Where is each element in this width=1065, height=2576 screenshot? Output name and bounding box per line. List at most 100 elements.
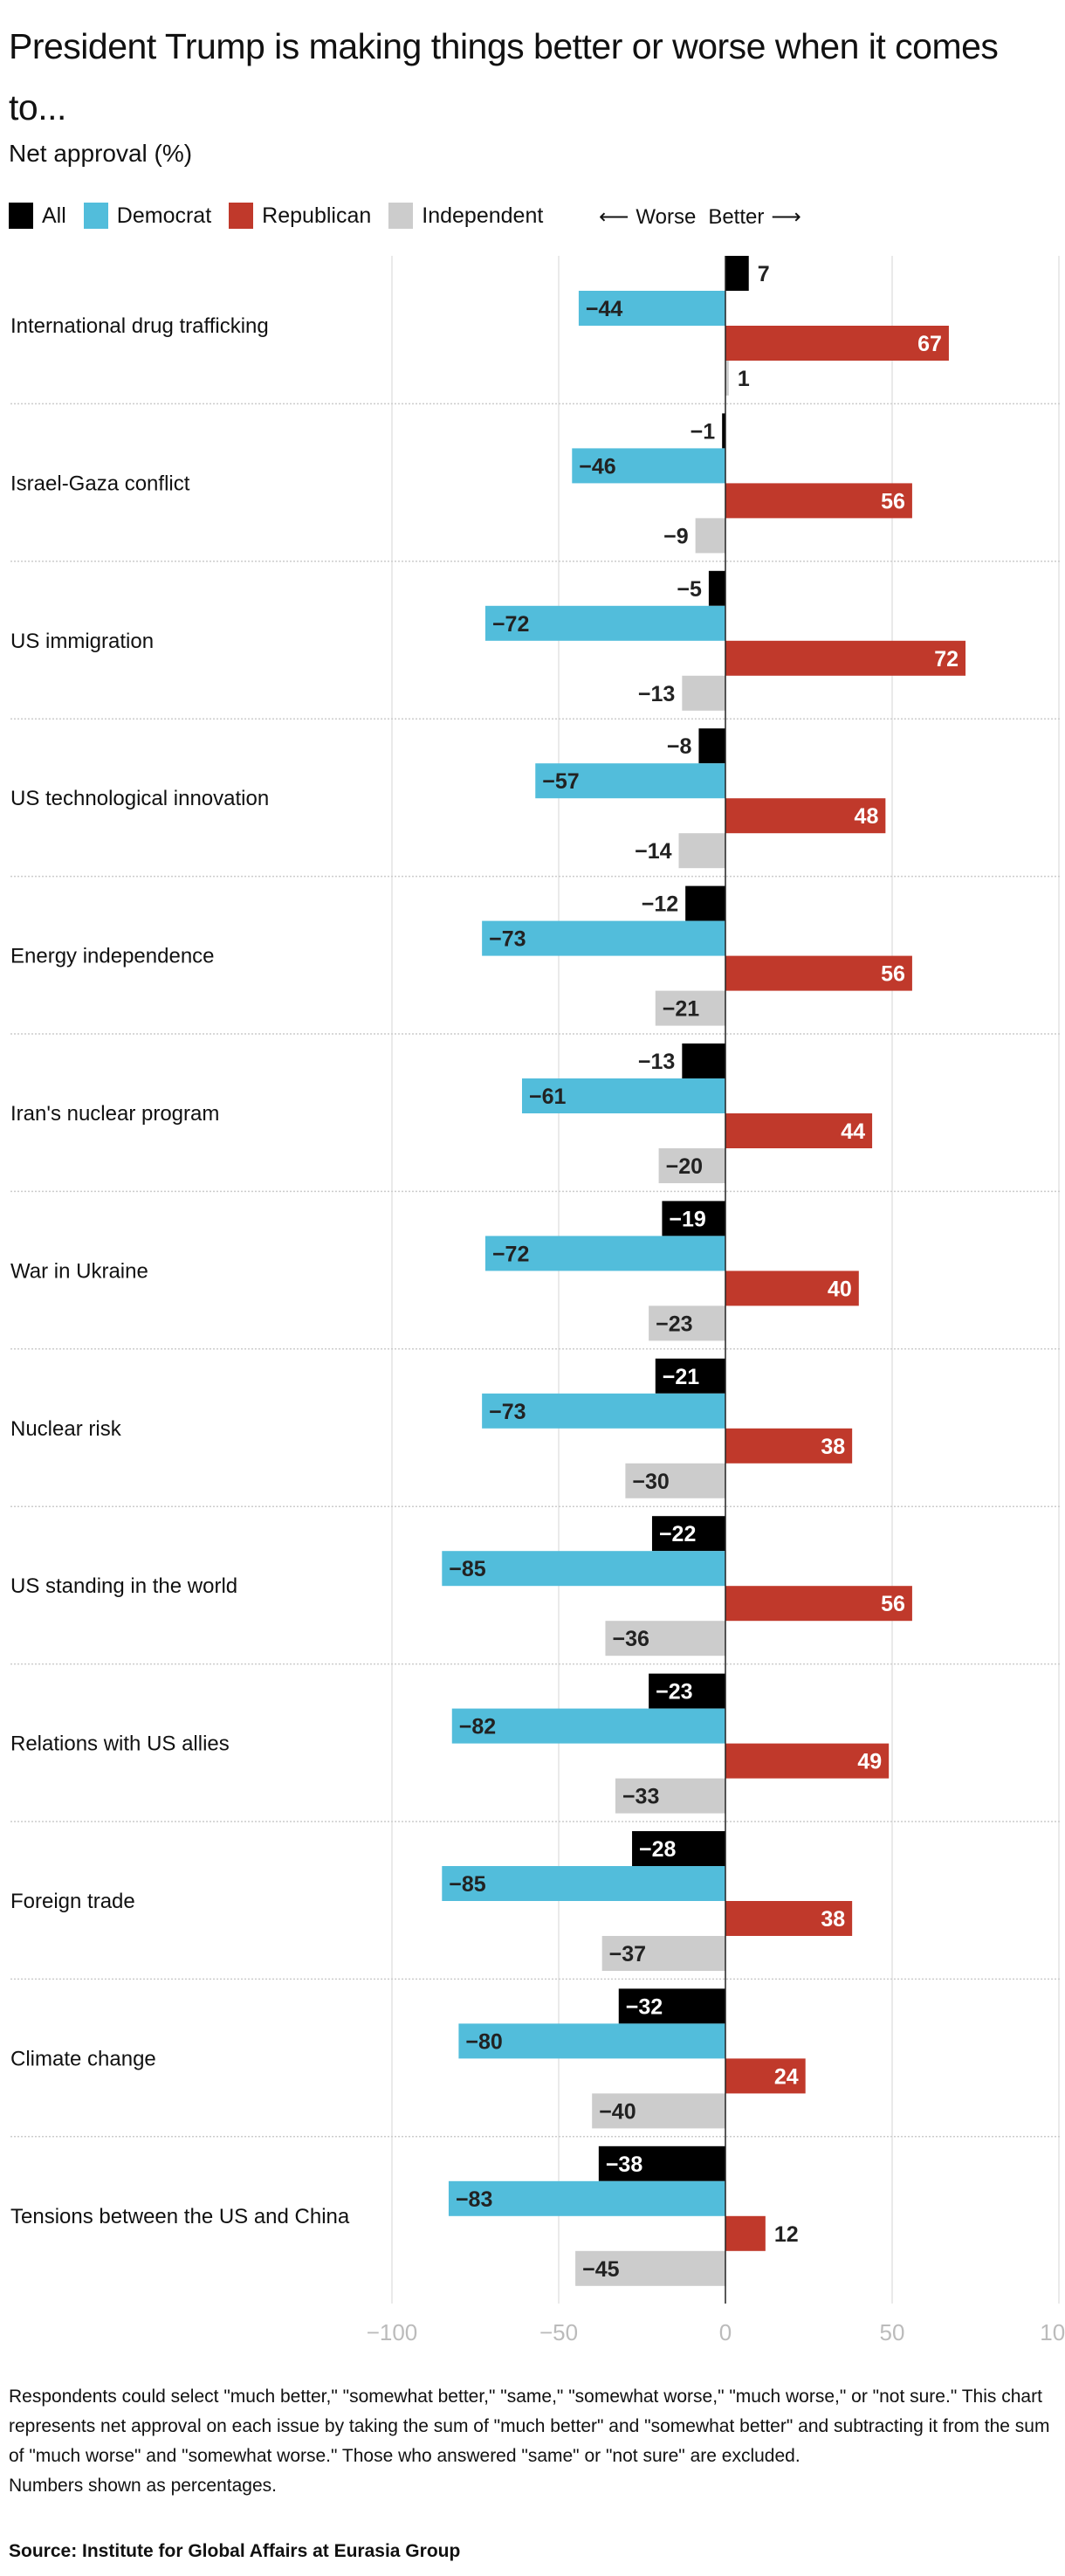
data-label: 44 [841, 1119, 865, 1144]
bar-democrat [442, 1551, 725, 1587]
bar-democrat [482, 1393, 725, 1429]
category-label: Climate change [10, 2047, 156, 2070]
data-label: −37 [609, 1942, 646, 1966]
bar-all [655, 1358, 725, 1394]
bar-all [649, 1673, 725, 1709]
category-label: Foreign trade [10, 1890, 135, 1913]
legend-label-all: All [42, 203, 66, 228]
legend-item-all: All [9, 203, 66, 229]
category-label: US immigration [10, 630, 154, 653]
data-label: −19 [669, 1207, 705, 1231]
data-label: −82 [459, 1715, 496, 1739]
arrow-left-icon: ⟵ [599, 205, 629, 229]
bar-democrat [535, 763, 725, 799]
legend-label-republican: Republican [262, 203, 372, 228]
data-label: −38 [606, 2152, 643, 2177]
bar-democrat [451, 1708, 725, 1744]
footnote-units: Numbers shown as percentages. [9, 2476, 277, 2496]
category-label: Energy independence [10, 945, 215, 968]
bar-republican [725, 1113, 873, 1148]
data-label: −23 [656, 1680, 692, 1705]
data-label: 56 [881, 489, 905, 513]
bar-republican [725, 2215, 766, 2251]
bar-all [598, 2146, 725, 2181]
bar-all [618, 1988, 725, 2024]
worse-label: Worse [636, 204, 697, 229]
data-label: −23 [656, 1312, 692, 1336]
data-label: 49 [857, 1750, 882, 1774]
data-label: 7 [758, 262, 770, 286]
legend-swatch-independent [388, 203, 414, 229]
bar-democrat [482, 920, 725, 956]
bar-republican [725, 2058, 806, 2094]
bar-republican [725, 955, 912, 991]
data-label: −57 [542, 769, 579, 794]
data-label: −9 [663, 524, 689, 548]
data-label: −21 [663, 1365, 700, 1389]
bar-independent [592, 2093, 725, 2129]
bar-independent [682, 675, 725, 711]
legend-item-independent: Independent [388, 203, 543, 229]
bar-republican [725, 1271, 859, 1306]
data-label: −33 [622, 1785, 659, 1809]
bar-all [685, 885, 725, 921]
better-label: Better [708, 204, 765, 229]
bar-independent [678, 833, 725, 869]
direction-indicator: ⟵ Worse Better ⟶ [599, 204, 801, 230]
bar-democrat [521, 1078, 725, 1113]
bar-all [682, 1043, 725, 1078]
bar-independent [725, 361, 729, 396]
legend-item-democrat: Democrat [83, 203, 211, 229]
bar-republican [725, 1428, 853, 1464]
bar-chart: −100 −50 0 50 100 International drug traffick… [10, 256, 1065, 2345]
category-label: Nuclear risk [10, 1417, 122, 1441]
bar-independent [575, 2250, 725, 2286]
bar-republican [725, 483, 912, 519]
data-label: −46 [579, 454, 615, 479]
bar-independent [601, 1936, 725, 1971]
data-label: −20 [666, 1154, 703, 1179]
data-label: −1 [691, 419, 716, 444]
footnote: Respondents could select "much better," … [9, 2382, 1056, 2501]
bar-democrat [572, 448, 725, 484]
data-label: −30 [632, 1470, 669, 1494]
bar-democrat [484, 605, 725, 641]
data-label: −21 [663, 997, 700, 1022]
data-label: −8 [667, 734, 692, 759]
x-tick-label: 50 [880, 2319, 905, 2345]
bar-independent [605, 1621, 725, 1656]
data-label: −73 [489, 927, 526, 952]
data-label: −32 [626, 1994, 663, 2019]
data-label: 12 [774, 2222, 799, 2247]
bar-independent [658, 1148, 725, 1183]
legend-swatch-republican [229, 203, 254, 229]
footnote-method: Respondents could select "much better," … [9, 2387, 1050, 2466]
data-label: −5 [677, 577, 702, 602]
data-label: −61 [529, 1085, 567, 1109]
x-tick-label: −50 [539, 2319, 578, 2345]
data-label: −13 [638, 682, 675, 706]
bar-democrat [458, 2023, 725, 2059]
legend-item-republican: Republican [229, 203, 371, 229]
bar-republican [725, 640, 966, 676]
category-label: Israel-Gaza conflict [10, 472, 190, 495]
data-label: −72 [492, 1242, 529, 1266]
bar-independent [615, 1778, 725, 1814]
bar-independent [625, 1463, 725, 1498]
category-label: US standing in the world [10, 1574, 237, 1598]
data-label: −28 [639, 1837, 677, 1862]
data-label: −44 [586, 297, 623, 321]
data-label: 67 [917, 332, 942, 356]
bar-all [708, 570, 725, 606]
data-label: 40 [828, 1277, 852, 1301]
bar-democrat [578, 291, 725, 326]
x-tick-label: 0 [719, 2319, 732, 2345]
bar-republican [725, 1743, 890, 1779]
bar-all [632, 1831, 725, 1866]
data-label: −85 [449, 1557, 486, 1581]
bar-all [722, 413, 725, 449]
chart-title: President Trump is making things better … [9, 26, 999, 127]
bar-all [662, 1201, 725, 1236]
data-label: 24 [774, 2064, 799, 2089]
data-label: 48 [855, 804, 879, 829]
